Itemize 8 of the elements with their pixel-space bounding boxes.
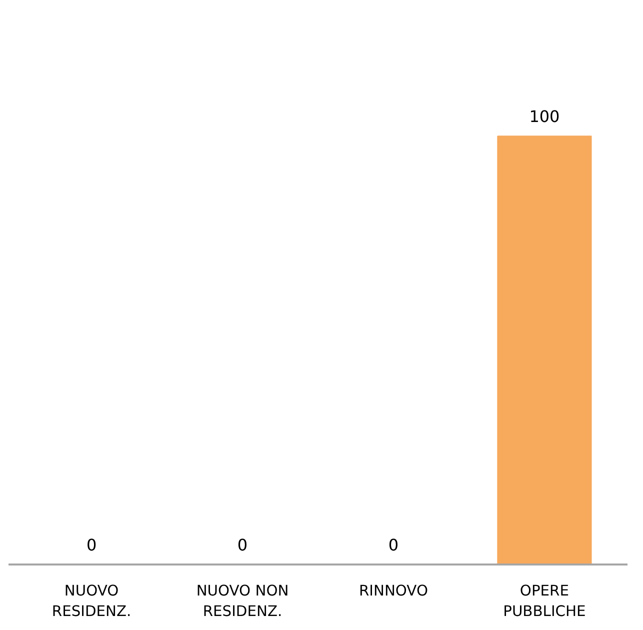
x-tick-label: NUOVO NON RESIDENZ. <box>196 582 289 620</box>
data-label: 0 <box>237 536 248 554</box>
x-tick-label: OPERE PUBBLICHE <box>503 582 586 620</box>
data-label: 0 <box>86 536 97 554</box>
data-label: 100 <box>529 107 560 126</box>
x-tick-label: NUOVO RESIDENZ. <box>52 582 132 620</box>
x-tick-label: RINNOVO <box>358 582 428 600</box>
data-label: 0 <box>388 536 399 554</box>
